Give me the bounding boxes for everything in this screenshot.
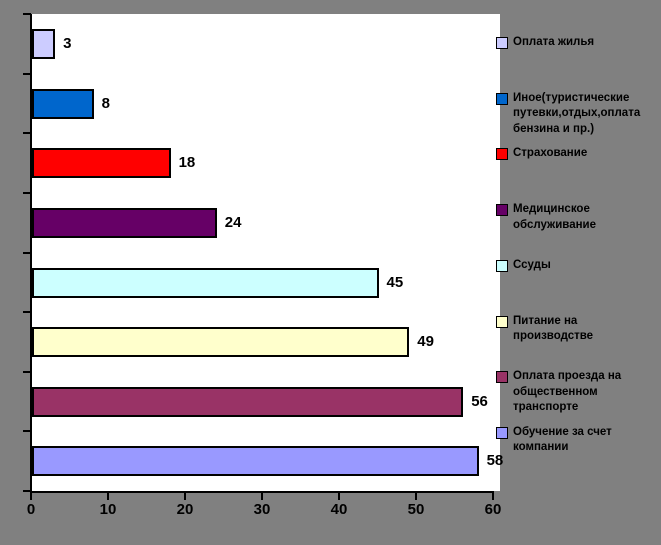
legend-item: Оплата жилья xyxy=(496,35,658,51)
x-axis-tick-label: 50 xyxy=(407,501,425,518)
legend-swatch xyxy=(496,315,508,328)
legend-label: Оплата проезда на общественном транспорт… xyxy=(513,370,622,414)
legend-label: Оплата жилья xyxy=(513,36,595,48)
bar xyxy=(32,267,379,298)
plot-area xyxy=(31,14,500,491)
x-axis-tick xyxy=(261,493,263,500)
legend-item: Страхование xyxy=(496,146,658,162)
legend-swatch xyxy=(496,92,508,105)
y-axis-tick xyxy=(23,370,31,373)
legend-item: Оплата проезда на общественном транспорт… xyxy=(496,369,658,416)
y-axis-tick xyxy=(23,72,31,75)
x-axis-tick xyxy=(492,493,494,500)
x-axis-tick-label: 30 xyxy=(253,501,271,518)
x-axis-tick xyxy=(30,493,32,500)
legend-swatch xyxy=(496,426,508,439)
bar xyxy=(32,207,217,238)
legend-swatch xyxy=(496,148,508,161)
y-axis-tick xyxy=(23,132,31,135)
bar-value-label: 45 xyxy=(386,273,404,291)
legend-label: Обучение за счет компании xyxy=(513,425,612,454)
legend-item: Иное(туристические путевки,отдых,оплата … xyxy=(496,91,658,138)
x-axis-line xyxy=(30,491,494,493)
legend-swatch xyxy=(496,37,508,49)
legend: Оплата жилья Иное(туристические путевки,о… xyxy=(496,0,660,545)
bar xyxy=(32,29,56,59)
legend-item: Обучение за счет компании xyxy=(496,425,658,456)
x-axis-tick xyxy=(415,493,417,500)
x-axis-tick-label: 20 xyxy=(176,501,194,518)
legend-item: Питание на производстве xyxy=(496,314,658,345)
y-axis-tick xyxy=(23,430,31,433)
bar-value-label: 24 xyxy=(224,213,242,231)
legend-item: Медицинское обслуживание xyxy=(496,202,658,233)
bar-value-label: 3 xyxy=(63,35,72,52)
x-axis-tick xyxy=(338,493,340,500)
legend-label: Иное(туристические путевки,отдых,оплата … xyxy=(513,91,641,135)
x-axis-tick-label: 0 xyxy=(26,501,36,518)
legend-swatch xyxy=(496,204,508,217)
bar-value-label: 8 xyxy=(101,94,110,112)
legend-label: Ссуды xyxy=(513,258,551,271)
legend-label: Страхование xyxy=(513,147,588,160)
x-axis-tick-label: 60 xyxy=(484,501,502,518)
bar xyxy=(32,88,94,119)
y-axis-tick xyxy=(23,13,31,15)
x-axis-tick xyxy=(107,493,109,500)
legend-swatch xyxy=(496,371,508,384)
bar-value-label: 49 xyxy=(417,333,434,351)
y-axis-line xyxy=(30,14,32,493)
bar xyxy=(32,327,410,358)
y-axis-tick xyxy=(23,191,31,194)
x-axis-tick-label: 40 xyxy=(330,501,348,518)
y-axis-tick xyxy=(23,490,31,492)
y-axis-tick xyxy=(23,311,31,314)
legend-label: Питание на производстве xyxy=(513,314,594,343)
legend-label: Медицинское обслуживание xyxy=(513,203,597,231)
bar-value-label: 18 xyxy=(178,154,196,172)
legend-swatch xyxy=(496,259,508,272)
bar-value-label: 58 xyxy=(486,452,504,470)
bar xyxy=(32,386,464,417)
y-axis-tick xyxy=(23,251,31,254)
bar-value-label: 56 xyxy=(471,392,488,410)
bar xyxy=(32,446,479,477)
x-axis-tick xyxy=(184,493,186,500)
bar xyxy=(32,148,171,179)
x-axis-tick-label: 10 xyxy=(99,501,117,518)
legend-item: Ссуды xyxy=(496,258,658,274)
